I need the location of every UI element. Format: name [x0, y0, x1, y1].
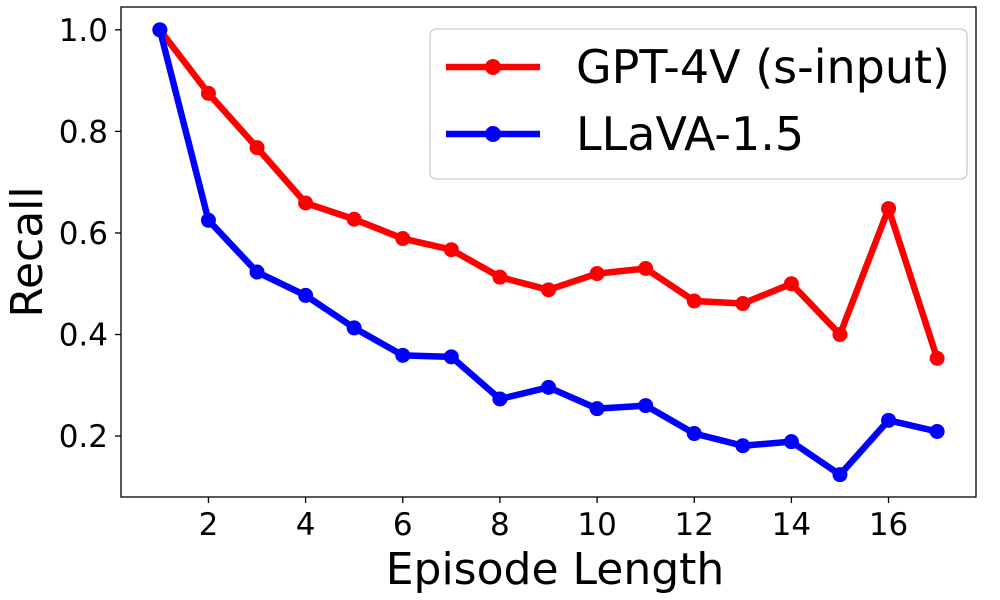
data-point: [298, 195, 314, 211]
series-0: [152, 22, 945, 366]
legend-box: [429, 28, 968, 180]
x-axis-ticks: 2 4 6 8 10 12 14 16: [199, 497, 908, 543]
y-axis-ticks: 0.2 0.4 0.6 0.8 1.0: [59, 13, 121, 455]
data-point: [395, 231, 411, 247]
data-point: [443, 242, 459, 258]
data-point: [395, 347, 411, 363]
data-point: [249, 140, 265, 156]
x-tick-label: 12: [675, 507, 714, 543]
y-axis-title: Recall: [2, 186, 53, 317]
y-tick-label: 1.0: [59, 13, 108, 49]
data-point: [249, 264, 265, 280]
data-point: [541, 379, 556, 395]
x-tick-label: 14: [772, 507, 811, 543]
y-tick-label: 0.4: [59, 318, 108, 354]
x-tick-label: 16: [869, 507, 908, 543]
data-point: [686, 293, 702, 309]
y-tick-label: 0.6: [59, 216, 108, 252]
data-point: [492, 391, 508, 407]
data-point: [443, 349, 459, 365]
data-point: [929, 423, 945, 439]
data-point: [832, 467, 848, 483]
data-point: [638, 261, 654, 277]
data-point: [929, 350, 945, 366]
legend-label: GPT-4V (s-input): [576, 40, 950, 94]
data-point: [589, 266, 605, 282]
series-layer: [152, 22, 945, 483]
x-tick-label: 6: [393, 507, 413, 543]
plot-frame: [120, 6, 977, 498]
legend-marker: [485, 59, 501, 75]
data-point: [200, 85, 216, 101]
data-point: [346, 320, 362, 336]
x-tick-label: 4: [296, 507, 316, 543]
data-point: [881, 201, 897, 217]
data-point: [783, 276, 799, 292]
data-point: [298, 287, 314, 303]
legend: GPT-4V (s-input) LLaVA-1.5: [429, 28, 968, 180]
legend-marker: [485, 126, 501, 142]
series-1: [152, 22, 945, 483]
data-point: [881, 412, 897, 428]
data-point: [735, 296, 751, 312]
x-tick-label: 2: [199, 507, 219, 543]
y-tick-label: 0.2: [59, 419, 108, 455]
data-point: [735, 438, 751, 454]
data-point: [832, 327, 848, 343]
legend-label: LLaVA-1.5: [576, 107, 804, 161]
data-point: [200, 212, 216, 228]
x-tick-label: 10: [577, 507, 616, 543]
data-point: [346, 211, 362, 227]
data-point: [152, 22, 168, 38]
data-point: [541, 282, 556, 298]
data-point: [589, 401, 605, 417]
data-point: [686, 426, 702, 442]
y-tick-label: 0.8: [59, 114, 108, 150]
data-point: [492, 269, 508, 285]
data-point: [638, 398, 654, 414]
x-tick-label: 8: [490, 507, 510, 543]
x-axis-title: Episode Length: [386, 544, 725, 595]
data-point: [783, 434, 799, 450]
